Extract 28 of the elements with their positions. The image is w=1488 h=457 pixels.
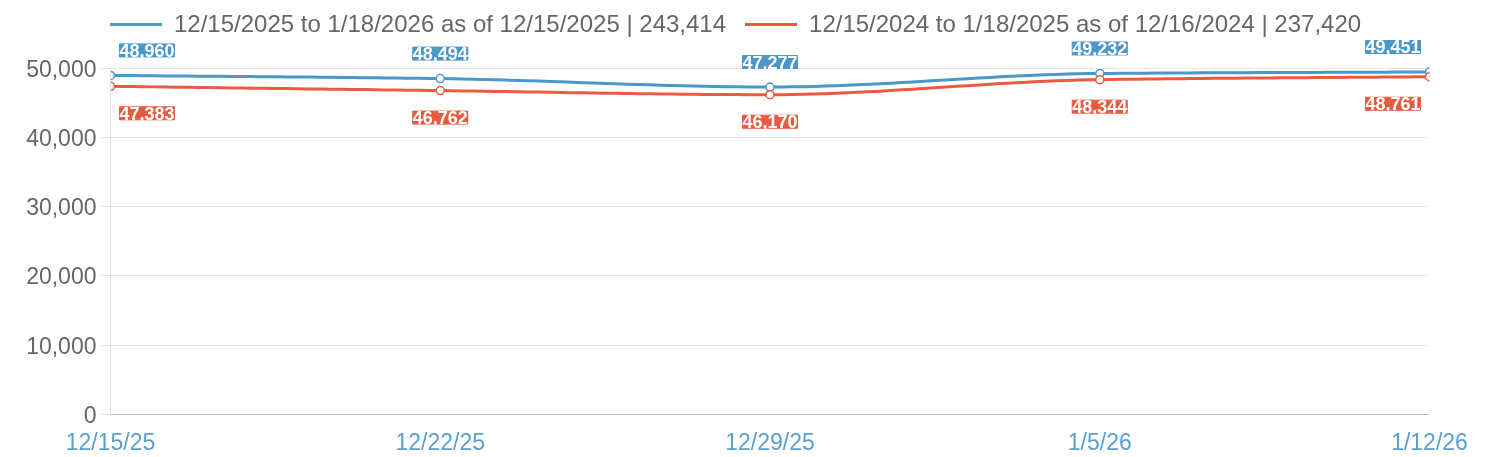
x-tick-label: 1/12/26 xyxy=(1391,428,1468,455)
point xyxy=(1095,74,1105,85)
data-label: 49,232 xyxy=(1072,38,1128,59)
data-label: 47,277 xyxy=(742,52,798,73)
y-tick-label: 30,000 xyxy=(26,194,97,221)
data-label: 49,451 xyxy=(1365,37,1421,58)
data-label: 46,170 xyxy=(742,112,798,133)
x-tick-label: 12/15/25 xyxy=(65,428,156,455)
point xyxy=(435,85,445,96)
point xyxy=(765,89,775,100)
point xyxy=(765,82,775,92)
x-tick-label: 12/29/25 xyxy=(725,428,815,455)
data-label: 48,761 xyxy=(1365,94,1421,115)
x-tick-label: 1/5/26 xyxy=(1067,428,1132,455)
y-tick-label: 0 xyxy=(83,402,97,428)
data-label: 47,383 xyxy=(119,103,175,124)
y-tick-label: 40,000 xyxy=(26,124,97,151)
legend-label: 12/15/2025 to 1/18/2026 as of 12/15/2025 | 243,414 xyxy=(174,10,727,38)
data-label: 46,762 xyxy=(412,108,468,129)
x-tick-label: 12/22/25 xyxy=(395,428,486,455)
data-label: 48,494 xyxy=(412,44,468,65)
y-tick-label: 20,000 xyxy=(26,263,97,290)
data-label: 48,960 xyxy=(119,40,175,61)
data-label: 48,344 xyxy=(1072,97,1128,118)
point xyxy=(435,73,445,84)
y-tick-label: 10,000 xyxy=(26,332,97,359)
y-tick-label: 50,000 xyxy=(26,55,97,82)
legend-label: 12/15/2024 to 1/18/2025 as of 12/16/2024 | 237,420 xyxy=(809,10,1362,38)
